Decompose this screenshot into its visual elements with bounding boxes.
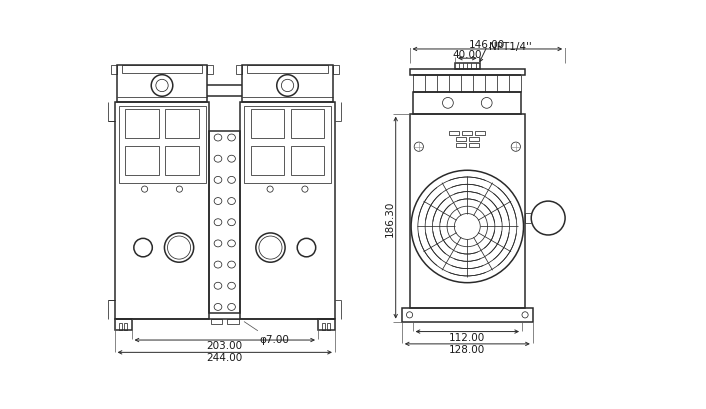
Bar: [469, 144, 479, 148]
Text: 203.00: 203.00: [207, 340, 243, 350]
Bar: [124, 323, 127, 330]
Bar: [119, 107, 205, 184]
Bar: [291, 110, 324, 139]
Text: φ7.00: φ7.00: [259, 334, 289, 344]
Bar: [475, 131, 486, 135]
Bar: [456, 137, 466, 142]
Bar: [318, 319, 335, 330]
Bar: [409, 70, 525, 76]
Bar: [240, 103, 335, 319]
Bar: [456, 144, 466, 148]
Bar: [409, 115, 525, 308]
Bar: [227, 319, 239, 324]
Bar: [251, 110, 284, 139]
Text: 128.00: 128.00: [449, 344, 486, 355]
Bar: [211, 319, 222, 324]
Bar: [455, 64, 479, 70]
Bar: [165, 147, 198, 176]
Bar: [449, 131, 459, 135]
Text: 40.00: 40.00: [453, 49, 482, 59]
Bar: [333, 66, 339, 75]
Bar: [114, 319, 131, 330]
Bar: [126, 147, 159, 176]
Bar: [242, 66, 333, 103]
Bar: [207, 66, 213, 75]
Bar: [251, 147, 284, 176]
Bar: [117, 66, 207, 103]
Bar: [414, 93, 521, 115]
Bar: [237, 66, 242, 75]
Text: 112.00: 112.00: [449, 332, 486, 342]
Bar: [244, 107, 331, 184]
Bar: [402, 308, 533, 322]
Bar: [322, 323, 325, 330]
Bar: [119, 323, 121, 330]
Bar: [291, 147, 324, 176]
Bar: [469, 137, 479, 142]
Text: NPT1/4'': NPT1/4'': [489, 42, 532, 52]
Text: 146.00: 146.00: [469, 40, 505, 50]
Text: 186.30: 186.30: [385, 200, 395, 236]
Bar: [165, 110, 198, 139]
Bar: [121, 66, 203, 74]
Bar: [114, 103, 210, 319]
Text: 244.00: 244.00: [207, 352, 243, 362]
Bar: [462, 131, 472, 135]
Bar: [247, 66, 328, 74]
Bar: [126, 110, 159, 139]
Bar: [327, 323, 330, 330]
Bar: [210, 132, 240, 313]
Bar: [111, 66, 117, 75]
